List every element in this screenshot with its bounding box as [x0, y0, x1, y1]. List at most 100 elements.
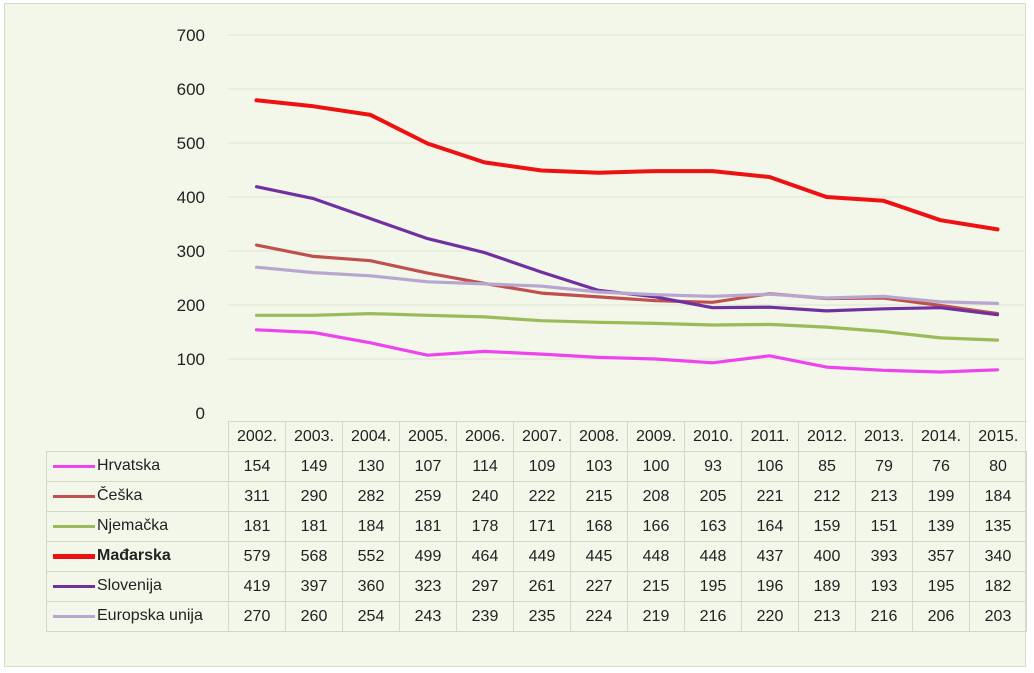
table-header-row: 2002. 2003. 2004. 2005. 2006. 2007. 2008. 2009.… — [47, 421, 1027, 452]
legend-key — [53, 494, 95, 498]
data-cell: 464 — [456, 541, 514, 572]
y-tick-label: 200 — [177, 296, 205, 315]
data-cell: 220 — [741, 601, 799, 632]
legend-key — [53, 614, 95, 618]
y-axis: 0 100 200 300 400 500 600 700 — [177, 26, 205, 423]
data-cell: 193 — [855, 571, 913, 602]
y-tick-label: 400 — [177, 188, 205, 207]
data-cell: 397 — [285, 571, 343, 602]
data-cell: 437 — [741, 541, 799, 572]
data-cell: 100 — [627, 451, 685, 482]
data-cell: 243 — [399, 601, 457, 632]
data-cell: 357 — [912, 541, 970, 572]
data-cell: 552 — [342, 541, 400, 572]
x-category-label: 2007. — [513, 421, 571, 452]
series-name: Slovenija — [97, 577, 162, 595]
data-cell: 151 — [855, 511, 913, 542]
data-cell: 419 — [228, 571, 286, 602]
series-line-5 — [254, 265, 1000, 305]
data-cell: 103 — [570, 451, 628, 482]
data-cell: 178 — [456, 511, 514, 542]
series-line-3 — [254, 98, 1000, 232]
series-name: Hrvatska — [97, 457, 161, 475]
data-cell: 181 — [228, 511, 286, 542]
data-cell: 93 — [684, 451, 742, 482]
legend-entry: Europska unija — [46, 601, 229, 632]
data-cell: 219 — [627, 601, 685, 632]
data-cell: 579 — [228, 541, 286, 572]
table-corner — [47, 422, 229, 452]
data-cell: 235 — [513, 601, 571, 632]
data-cell: 149 — [285, 451, 343, 482]
x-category-label: 2003. — [285, 421, 343, 452]
data-cell: 216 — [684, 601, 742, 632]
x-category-label: 2005. — [399, 421, 457, 452]
data-cell: 80 — [969, 451, 1027, 482]
data-cell: 196 — [741, 571, 799, 602]
data-cell: 206 — [912, 601, 970, 632]
data-cell: 290 — [285, 481, 343, 512]
data-cell: 159 — [798, 511, 856, 542]
data-cell: 400 — [798, 541, 856, 572]
legend-key — [53, 553, 95, 559]
legend-entry: Češka — [46, 481, 229, 512]
data-cell: 208 — [627, 481, 685, 512]
data-cell: 135 — [969, 511, 1027, 542]
x-category-label: 2004. — [342, 421, 400, 452]
data-cell: 297 — [456, 571, 514, 602]
table-row: Europska unija 270 260 254 243 239 235 224 219 21… — [46, 601, 1027, 632]
data-cell: 340 — [969, 541, 1027, 572]
data-cell: 213 — [855, 481, 913, 512]
series-name: Europska unija — [97, 607, 203, 625]
legend-key — [53, 524, 95, 528]
y-tick-label: 0 — [196, 404, 205, 423]
data-cell: 259 — [399, 481, 457, 512]
data-cell: 282 — [342, 481, 400, 512]
data-cell: 239 — [456, 601, 514, 632]
x-category-label: 2010. — [684, 421, 742, 452]
data-cell: 130 — [342, 451, 400, 482]
series-name: Češka — [97, 487, 143, 505]
table-row: Češka 311 290 282 259 240 222 215 208 205 221 212 21… — [46, 481, 1027, 512]
x-category-label: 2009. — [627, 421, 685, 452]
data-cell: 195 — [912, 571, 970, 602]
x-category-label: 2002. — [228, 421, 286, 452]
data-table: 2002. 2003. 2004. 2005. 2006. 2007. 2008. 2009.… — [46, 421, 1027, 632]
data-cell: 182 — [969, 571, 1027, 602]
legend-entry: Slovenija — [46, 571, 229, 602]
data-cell: 254 — [342, 601, 400, 632]
table-row: Mađarska 579 568 552 499 464 449 445 448 448 437 40… — [46, 541, 1027, 572]
table-row: Hrvatska 154 149 130 107 114 109 103 100 93 106 85 7… — [46, 451, 1027, 482]
legend-entry: Mađarska — [46, 541, 229, 572]
x-category-label: 2013. — [855, 421, 913, 452]
data-cell: 215 — [627, 571, 685, 602]
y-tick-label: 600 — [177, 80, 205, 99]
table-row: Njemačka 181 181 184 181 178 171 168 166 163 164 15… — [46, 511, 1027, 542]
data-cell: 168 — [570, 511, 628, 542]
series-lines — [254, 98, 1000, 374]
data-cell: 270 — [228, 601, 286, 632]
y-tick-label: 100 — [177, 350, 205, 369]
data-cell: 154 — [228, 451, 286, 482]
data-cell: 163 — [684, 511, 742, 542]
series-name: Mađarska — [97, 547, 171, 565]
data-cell: 445 — [570, 541, 628, 572]
y-tick-label: 700 — [177, 26, 205, 45]
series-line-0 — [254, 328, 1000, 374]
data-cell: 213 — [798, 601, 856, 632]
data-cell: 215 — [570, 481, 628, 512]
data-cell: 323 — [399, 571, 457, 602]
data-cell: 205 — [684, 481, 742, 512]
data-cell: 227 — [570, 571, 628, 602]
data-cell: 216 — [855, 601, 913, 632]
data-cell: 212 — [798, 481, 856, 512]
series-name: Njemačka — [97, 517, 169, 535]
data-cell: 221 — [741, 481, 799, 512]
table-row: Slovenija 419 397 360 323 297 261 227 215 195 196 1… — [46, 571, 1027, 602]
series-line-2 — [254, 312, 1000, 342]
data-cell: 85 — [798, 451, 856, 482]
gridlines — [228, 34, 1026, 360]
x-category-label: 2008. — [570, 421, 628, 452]
legend-key — [53, 464, 95, 468]
